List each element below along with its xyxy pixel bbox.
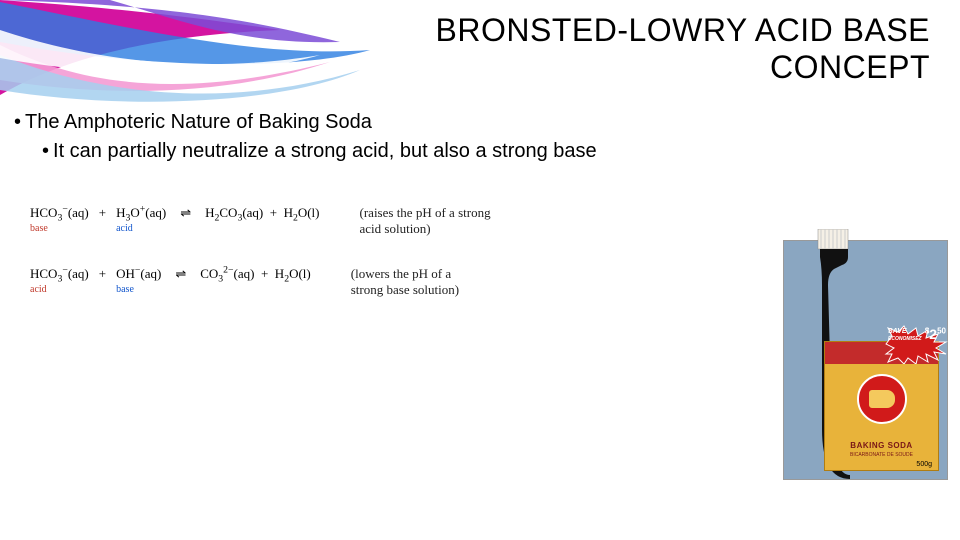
species-formula: HCO3−(aq)	[30, 205, 89, 221]
product-subname: BICARBONATE DE SOUDE	[825, 452, 938, 458]
save-amount: $250	[925, 326, 946, 342]
note-line: acid solution)	[360, 221, 431, 236]
arm-hammer-logo	[857, 374, 907, 424]
save-sub: ÉCONOMISEZ	[888, 336, 922, 342]
species-role: acid	[116, 223, 133, 234]
product-image: SAVE ÉCONOMISEZ $250 BAKING SODA BICARBO…	[783, 240, 948, 480]
species-formula: OH−(aq)	[116, 266, 161, 282]
eq1-reactant-1: HCO3−(aq) base	[30, 205, 89, 234]
equilibrium-arrow: ⇌	[174, 205, 197, 221]
plus-sign: +	[97, 266, 108, 282]
equation-1-lhs: HCO3−(aq) base + H3O+(aq) acid ⇌ H2CO3(a…	[30, 205, 320, 234]
eq2-products: CO32−(aq) + H2O(l)	[200, 266, 311, 282]
equilibrium-arrow: ⇌	[169, 266, 192, 282]
equations-block: HCO3−(aq) base + H3O+(aq) acid ⇌ H2CO3(a…	[30, 205, 750, 326]
baking-soda-box: SAVE ÉCONOMISEZ $250 BAKING SODA BICARBO…	[824, 341, 939, 471]
plus-sign: +	[97, 205, 108, 221]
eq2-reactant-1: HCO3−(aq) acid	[30, 266, 89, 295]
species-role: acid	[30, 284, 47, 295]
eq1-reactant-2: H3O+(aq) acid	[116, 205, 166, 234]
bullet-2-text: It can partially neutralize a strong aci…	[53, 140, 597, 162]
save-burst: SAVE ÉCONOMISEZ $250	[884, 324, 948, 364]
bullet-marker: •	[42, 140, 49, 162]
product-name: BAKING SODA	[825, 441, 938, 450]
note-line: (raises the pH of a strong	[360, 205, 491, 220]
note-line: strong base solution)	[351, 282, 459, 297]
bullet-level-1: •The Amphoteric Nature of Baking Soda	[14, 108, 597, 137]
eq2-reactant-2: OH−(aq) base	[116, 266, 161, 295]
note-line: (lowers the pH of a	[351, 266, 451, 281]
title-line-1: BRONSTED-LOWRY ACID BASE	[436, 12, 930, 49]
product-weight: 500g	[916, 461, 932, 468]
equation-row-1: HCO3−(aq) base + H3O+(aq) acid ⇌ H2CO3(a…	[30, 205, 750, 238]
equation-row-2: HCO3−(aq) acid + OH−(aq) base ⇌ CO32−(aq…	[30, 266, 750, 299]
slide-title: BRONSTED-LOWRY ACID BASE CONCEPT	[436, 12, 930, 86]
bullet-list: •The Amphoteric Nature of Baking Soda •I…	[14, 108, 597, 166]
species-formula: H3O+(aq)	[116, 205, 166, 221]
eq2-note: (lowers the pH of a strong base solution…	[351, 266, 459, 299]
species-role: base	[30, 223, 48, 234]
title-line-2: CONCEPT	[436, 49, 930, 86]
equation-2-lhs: HCO3−(aq) acid + OH−(aq) base ⇌ CO32−(aq…	[30, 266, 311, 295]
bullet-level-2: •It can partially neutralize a strong ac…	[42, 137, 597, 166]
save-label: SAVE ÉCONOMISEZ	[888, 328, 922, 342]
arm-icon	[869, 390, 895, 408]
save-word: SAVE	[888, 328, 907, 335]
eq1-products: H2CO3(aq) + H2O(l)	[205, 205, 319, 221]
bullet-1-text: The Amphoteric Nature of Baking Soda	[25, 111, 372, 133]
bullet-marker: •	[14, 111, 21, 133]
species-role: base	[116, 284, 134, 295]
species-formula: HCO3−(aq)	[30, 266, 89, 282]
eq1-note: (raises the pH of a strong acid solution…	[360, 205, 491, 238]
